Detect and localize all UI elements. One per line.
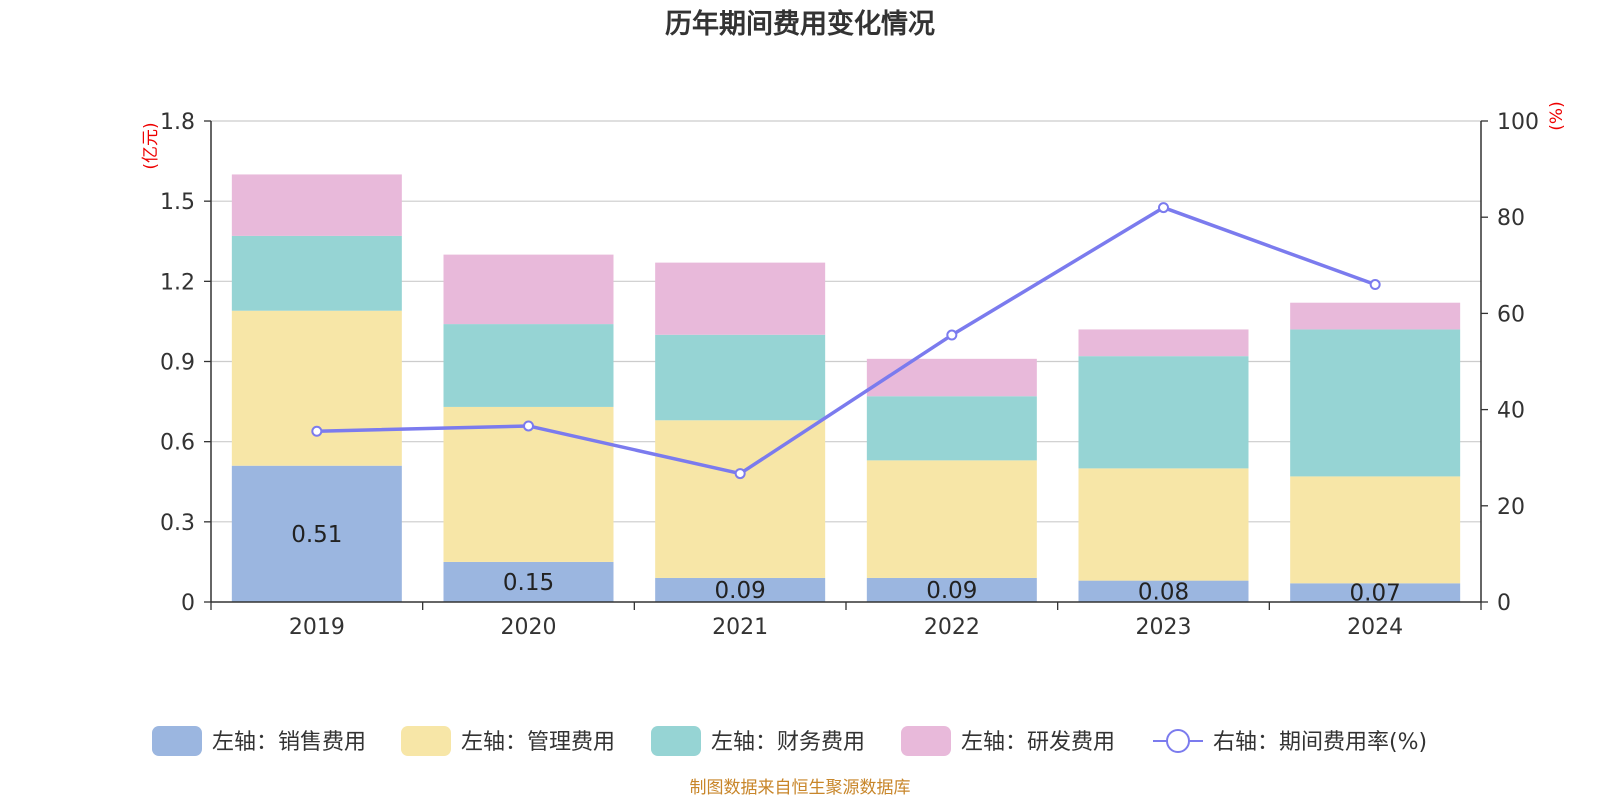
bar-segment xyxy=(1290,476,1461,584)
x-tick-label: 2021 xyxy=(712,615,768,640)
bar-segment xyxy=(443,561,614,602)
right-tick-label: 20 xyxy=(1497,495,1525,520)
rate-line-path xyxy=(316,205,1376,476)
bar-segment xyxy=(443,324,614,407)
bar-value-label: 0.09 xyxy=(715,578,766,604)
rate-point xyxy=(311,425,323,437)
bars xyxy=(231,174,1461,602)
axes: 0 0.3 0.6 0.9 1.2 1.5 1.8 0 20 40 60 80 100 2019 2020 2… xyxy=(160,110,1539,640)
rate-line xyxy=(311,202,1381,480)
rate-point xyxy=(946,329,958,341)
bar-segment xyxy=(443,254,614,325)
right-tick-label: 80 xyxy=(1497,206,1525,231)
bar-segment xyxy=(866,358,1037,397)
right-tick-label: 100 xyxy=(1497,110,1539,135)
legend-swatch xyxy=(651,726,701,756)
bar-segment xyxy=(1078,356,1249,469)
bar-segment xyxy=(655,262,826,335)
bar-value-label: 0.09 xyxy=(926,578,977,604)
right-tick-label: 60 xyxy=(1497,302,1525,327)
left-tick-label: 1.5 xyxy=(160,190,195,215)
bar-segment xyxy=(655,334,826,421)
bar-segment xyxy=(443,406,614,562)
bar-segment xyxy=(231,174,402,236)
bar-segment xyxy=(231,310,402,466)
bar-segment xyxy=(655,420,826,578)
bar-segment xyxy=(1290,302,1461,330)
x-tick-label: 2019 xyxy=(289,615,345,640)
legend-swatch xyxy=(401,726,451,756)
legend-label: 左轴：财务费用 xyxy=(711,730,865,755)
bar-segment xyxy=(655,577,826,602)
legend: 左轴：销售费用 左轴：管理费用 左轴：财务费用 左轴：研发费用 右轴：期间费用率(%) xyxy=(152,726,1427,756)
legend-label: 左轴：销售费用 xyxy=(212,730,366,755)
left-tick-label: 1.2 xyxy=(160,270,195,295)
rate-point xyxy=(1158,202,1169,214)
bar-segment xyxy=(1078,580,1249,602)
bar-value-label: 0.08 xyxy=(1138,579,1189,605)
bar-value-label: 0.15 xyxy=(503,570,554,596)
chart-title: 历年期间费用变化情况 xyxy=(665,8,935,40)
left-tick-label: 0.6 xyxy=(160,431,195,456)
rate-point xyxy=(734,468,746,480)
bar-segment xyxy=(866,460,1037,578)
rate-point xyxy=(523,420,534,432)
x-tick-label: 2023 xyxy=(1136,615,1192,640)
rate-point xyxy=(1369,279,1381,291)
left-tick-label: 0.9 xyxy=(160,351,195,376)
grid-lines xyxy=(211,120,1481,523)
legend-label: 右轴：期间费用率(%) xyxy=(1213,730,1427,755)
left-axis-unit: (亿元) xyxy=(141,122,161,169)
legend-swatch xyxy=(152,726,202,756)
right-tick-label: 40 xyxy=(1497,399,1525,424)
legend-label: 左轴：管理费用 xyxy=(461,730,615,755)
bar-segment xyxy=(866,577,1037,602)
right-tick-label: 0 xyxy=(1497,591,1511,616)
legend-marker xyxy=(1166,729,1190,753)
bar-segment xyxy=(1290,583,1461,602)
legend-label: 左轴：研发费用 xyxy=(961,730,1115,755)
bar-segment xyxy=(1078,468,1249,581)
bar-value-label: 0.51 xyxy=(291,522,342,548)
x-tick-label: 2020 xyxy=(501,615,557,640)
source-note: 制图数据来自恒生聚源数据库 xyxy=(690,778,911,798)
bar-segment xyxy=(866,396,1037,461)
bar-segment xyxy=(231,465,402,602)
x-tick-label: 2024 xyxy=(1347,615,1403,640)
left-tick-label: 0.3 xyxy=(160,511,195,536)
x-tick-label: 2022 xyxy=(924,615,980,640)
bar-segment xyxy=(1078,329,1249,357)
legend-swatch xyxy=(901,726,951,756)
data-labels: 0.510.15 0.09 0.09 0.08 0.07 xyxy=(291,522,1401,607)
left-tick-label: 1.8 xyxy=(160,110,195,135)
bar-segment xyxy=(1290,329,1461,477)
bar-segment xyxy=(231,235,402,311)
right-axis-unit: (%) xyxy=(1547,101,1567,130)
left-tick-label: 0 xyxy=(181,591,195,616)
